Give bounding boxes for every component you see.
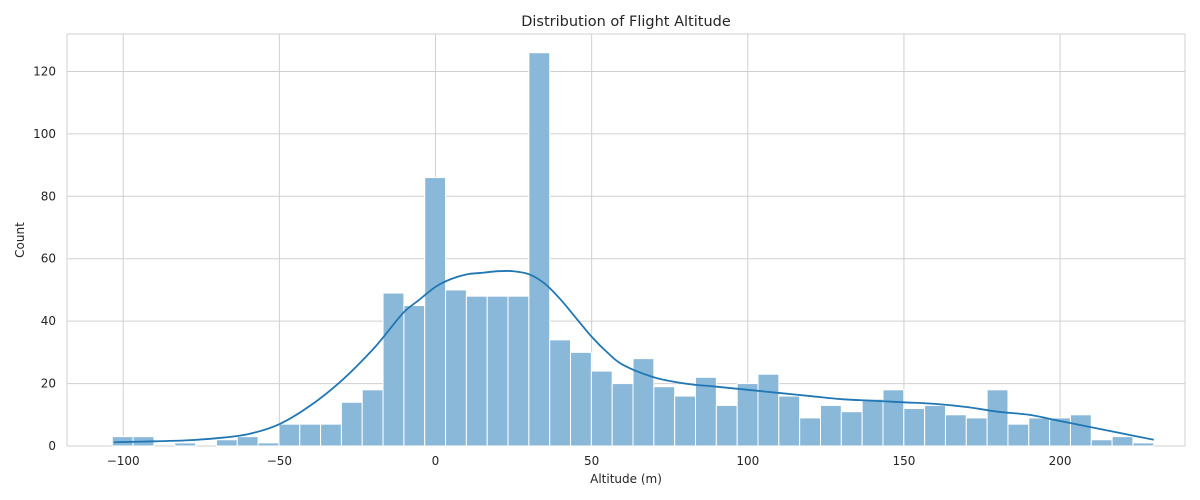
histogram-bar xyxy=(653,386,676,447)
histogram-bar xyxy=(861,398,884,447)
histogram-bar xyxy=(278,423,301,447)
y-tick-label: 80 xyxy=(41,189,56,203)
histogram-bar xyxy=(465,295,488,447)
histogram-bar xyxy=(674,395,697,447)
plot-area xyxy=(66,33,1186,447)
histogram-bar xyxy=(840,411,863,447)
kde-curve xyxy=(113,270,1154,444)
histogram-bar xyxy=(882,389,905,447)
histogram-bar xyxy=(361,389,384,447)
histogram-bars xyxy=(111,52,1155,447)
histogram-bar xyxy=(486,295,509,447)
x-axis-label: Altitude (m) xyxy=(590,472,662,486)
histogram-bar xyxy=(424,177,447,447)
histogram-bar xyxy=(611,383,634,447)
histogram-bar xyxy=(799,417,821,447)
histogram-bar xyxy=(174,442,197,447)
y-tick-label: 20 xyxy=(41,377,56,391)
x-tick-label: 50 xyxy=(584,454,599,468)
histogram-bar xyxy=(590,370,613,447)
y-tick-label: 40 xyxy=(41,314,56,328)
x-tick-label: −100 xyxy=(107,454,140,468)
histogram-bar xyxy=(715,404,738,447)
x-tick-label: −50 xyxy=(267,454,292,468)
histogram-bar xyxy=(903,408,926,447)
histogram-bar xyxy=(986,389,1009,447)
histogram-bar xyxy=(320,423,342,447)
histogram-bar xyxy=(1069,414,1092,447)
y-tick-label: 60 xyxy=(41,252,56,266)
histogram-bar xyxy=(757,373,780,447)
histogram-bar xyxy=(778,395,801,447)
histogram-bar xyxy=(403,305,426,447)
histogram-bar xyxy=(549,339,572,447)
histogram-bar xyxy=(236,436,259,447)
x-tick-label: 100 xyxy=(736,454,759,468)
histogram-bar xyxy=(1090,439,1113,447)
x-tick-label: 150 xyxy=(892,454,915,468)
y-tick-label: 120 xyxy=(33,64,56,78)
histogram-bar xyxy=(340,401,363,447)
histogram-bar xyxy=(1132,442,1155,447)
histogram-bar xyxy=(965,417,988,447)
histogram-bar xyxy=(215,439,238,447)
histogram-bar xyxy=(819,404,842,447)
y-axis-label: Count xyxy=(13,222,27,258)
histogram-bar xyxy=(944,414,967,447)
histogram-bar xyxy=(1028,417,1051,447)
histogram-bar xyxy=(445,289,467,447)
chart-title: Distribution of Flight Altitude xyxy=(521,14,731,30)
histogram-bar xyxy=(257,442,280,447)
histogram-bar xyxy=(1111,436,1134,447)
x-axis-ticks: −100 −50 0 50 100 150 200 xyxy=(107,454,1072,468)
histogram-bar xyxy=(924,404,946,447)
y-tick-label: 0 xyxy=(48,439,56,453)
x-tick-label: 0 xyxy=(432,454,440,468)
histogram-bar xyxy=(507,295,530,447)
histogram-bar xyxy=(736,383,759,447)
histogram-bar xyxy=(1007,423,1030,447)
histogram-bar xyxy=(528,52,551,447)
kde-curve-group xyxy=(113,270,1154,444)
y-axis-ticks: 0 20 40 60 80 100 120 xyxy=(33,64,56,453)
histogram-bar xyxy=(695,376,717,447)
x-tick-label: 200 xyxy=(1049,454,1072,468)
histogram-bar xyxy=(570,351,592,447)
y-tick-label: 100 xyxy=(33,127,56,141)
histogram-bar xyxy=(299,423,322,447)
